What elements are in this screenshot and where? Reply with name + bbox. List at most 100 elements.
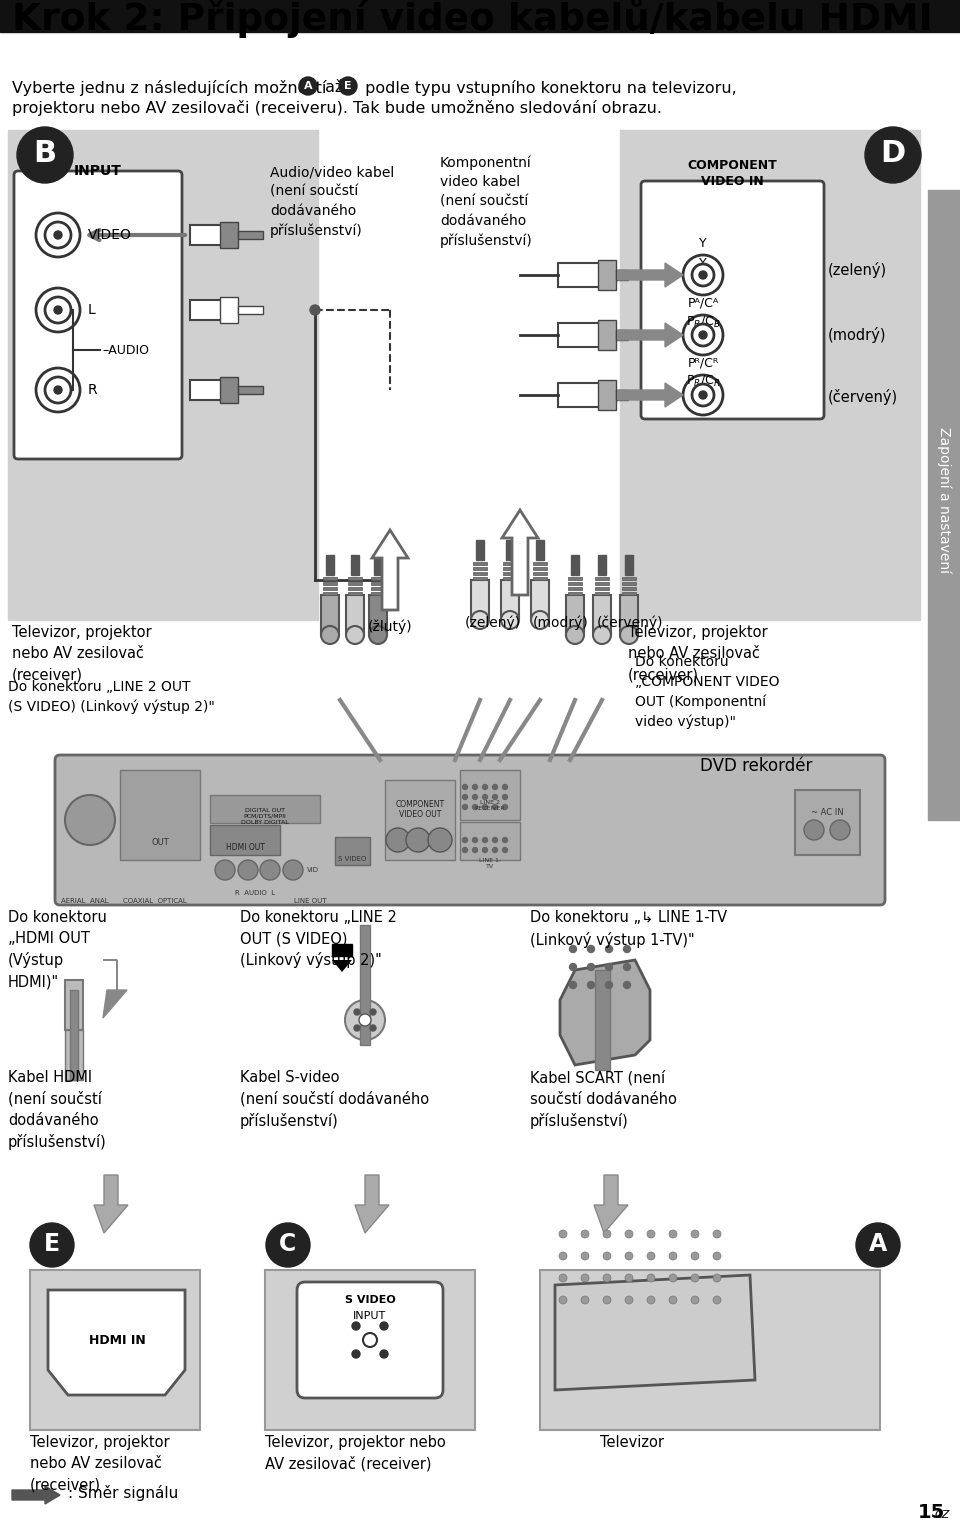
- Circle shape: [359, 1014, 371, 1026]
- Text: L: L: [88, 303, 96, 317]
- Circle shape: [354, 1025, 360, 1031]
- Bar: [323, 587, 337, 590]
- Bar: [536, 540, 544, 560]
- Circle shape: [569, 946, 577, 953]
- Polygon shape: [502, 509, 538, 595]
- Text: Do konektoru „LINE 2
OUT (S VIDEO)
(Linkový výstup 2)": Do konektoru „LINE 2 OUT (S VIDEO) (Link…: [240, 910, 396, 968]
- Circle shape: [346, 625, 364, 644]
- Text: Do konektoru „↳ LINE 1-TV
(Linkový výstup 1-TV)": Do konektoru „↳ LINE 1-TV (Linkový výstu…: [530, 910, 727, 947]
- Circle shape: [370, 1010, 376, 1016]
- Bar: [65, 981, 83, 1029]
- Circle shape: [559, 1231, 567, 1238]
- Text: LINE 1-
TV: LINE 1- TV: [479, 859, 501, 869]
- Text: A: A: [303, 81, 312, 92]
- Polygon shape: [332, 944, 352, 956]
- Circle shape: [692, 384, 714, 406]
- Circle shape: [531, 612, 549, 628]
- Text: INPUT: INPUT: [353, 1312, 387, 1321]
- Circle shape: [266, 1223, 310, 1267]
- Bar: [568, 576, 582, 580]
- Bar: [571, 555, 579, 575]
- Bar: [568, 592, 582, 595]
- Polygon shape: [618, 383, 683, 407]
- Circle shape: [54, 386, 62, 393]
- Bar: [460, 770, 520, 820]
- Bar: [620, 595, 638, 634]
- Polygon shape: [618, 262, 683, 287]
- Text: Audio/video kabel
(není součstí
dodávaného
příslušenství): Audio/video kabel (není součstí dodávané…: [270, 165, 395, 238]
- Text: S VIDEO: S VIDEO: [345, 1295, 396, 1305]
- Circle shape: [463, 848, 468, 852]
- FancyBboxPatch shape: [641, 181, 824, 419]
- Bar: [190, 226, 225, 246]
- Bar: [0, 0, 960, 32]
- Circle shape: [483, 848, 488, 852]
- Circle shape: [472, 848, 477, 852]
- Circle shape: [623, 982, 631, 988]
- Bar: [371, 592, 385, 595]
- Circle shape: [603, 1296, 611, 1304]
- Circle shape: [647, 1252, 655, 1260]
- Text: Televizor: Televizor: [600, 1435, 664, 1450]
- Bar: [335, 837, 370, 865]
- Text: Kabel HDMI
(není součstí
dodávaného
příslušenství): Kabel HDMI (není součstí dodávaného přís…: [8, 1071, 107, 1150]
- Bar: [598, 380, 616, 410]
- Text: E: E: [345, 81, 351, 92]
- Circle shape: [606, 946, 612, 953]
- Circle shape: [713, 1231, 721, 1238]
- Bar: [238, 230, 263, 239]
- Circle shape: [593, 625, 611, 644]
- Circle shape: [238, 860, 258, 880]
- Text: : Směr signálu: : Směr signálu: [68, 1485, 179, 1501]
- Circle shape: [502, 784, 508, 790]
- Circle shape: [471, 612, 489, 628]
- Bar: [501, 580, 519, 621]
- Bar: [346, 595, 364, 634]
- Circle shape: [569, 964, 577, 970]
- Polygon shape: [94, 1174, 128, 1234]
- Text: Komponentní
video kabel
(není součstí
dodávaného
příslušenství): Komponentní video kabel (není součstí do…: [440, 156, 533, 249]
- Circle shape: [623, 946, 631, 953]
- Circle shape: [36, 288, 80, 332]
- Circle shape: [699, 331, 707, 339]
- Circle shape: [345, 1000, 385, 1040]
- Bar: [531, 580, 549, 621]
- Text: Televizor, projektor
nebo AV zesilovač
(receiver): Televizor, projektor nebo AV zesilovač (…: [12, 625, 152, 682]
- Text: OUT: OUT: [151, 839, 169, 846]
- Bar: [476, 540, 484, 560]
- Bar: [598, 320, 616, 351]
- Bar: [533, 563, 547, 564]
- Bar: [795, 790, 860, 856]
- Polygon shape: [618, 323, 683, 348]
- Circle shape: [588, 982, 594, 988]
- Circle shape: [669, 1296, 677, 1304]
- Text: (zelený): (zelený): [828, 262, 887, 278]
- Bar: [348, 583, 362, 586]
- Circle shape: [463, 784, 468, 790]
- Bar: [351, 555, 359, 575]
- Circle shape: [566, 625, 584, 644]
- Polygon shape: [332, 961, 352, 971]
- Circle shape: [45, 297, 71, 323]
- Bar: [595, 583, 609, 586]
- Text: Kabel S-video
(není součstí dodávaného
příslušenství): Kabel S-video (není součstí dodávaného p…: [240, 1071, 429, 1128]
- Polygon shape: [355, 1174, 389, 1234]
- Circle shape: [623, 964, 631, 970]
- Circle shape: [856, 1223, 900, 1267]
- Circle shape: [36, 214, 80, 258]
- Text: Televizor, projektor nebo
AV zesilovač (receiver): Televizor, projektor nebo AV zesilovač (…: [265, 1435, 445, 1472]
- Bar: [374, 555, 382, 575]
- Bar: [371, 587, 385, 590]
- Circle shape: [472, 795, 477, 799]
- Circle shape: [502, 795, 508, 799]
- Circle shape: [647, 1296, 655, 1304]
- Circle shape: [492, 805, 497, 810]
- Text: HDMI IN: HDMI IN: [88, 1333, 145, 1347]
- Text: B: B: [34, 139, 57, 168]
- Bar: [323, 583, 337, 586]
- Text: C: C: [279, 1232, 297, 1257]
- Circle shape: [463, 837, 468, 842]
- Text: P$_R$/C$_R$: P$_R$/C$_R$: [685, 374, 720, 389]
- Polygon shape: [48, 1290, 185, 1395]
- FancyBboxPatch shape: [55, 755, 885, 904]
